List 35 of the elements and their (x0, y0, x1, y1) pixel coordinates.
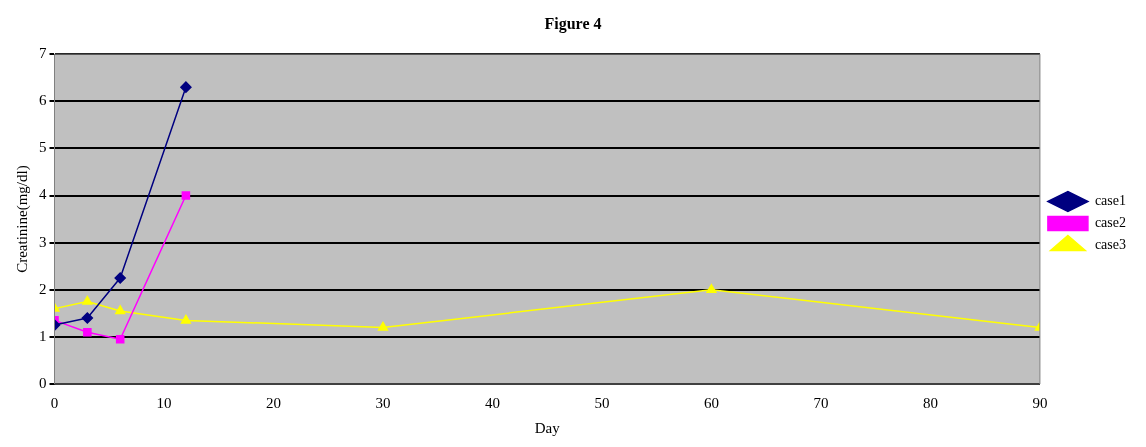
legend-label: case3 (1094, 237, 1126, 253)
y-tick-label: 5 (39, 139, 47, 156)
point (181, 191, 191, 200)
y-tick-label: 6 (39, 92, 47, 109)
y-tick-label: 4 (39, 186, 47, 203)
point (377, 321, 389, 331)
x-tick-label: 90 (1032, 394, 1048, 411)
point (180, 314, 191, 324)
point (81, 312, 94, 324)
y-axis-title: Creatinine(mg/dl) (13, 165, 31, 273)
point (82, 295, 93, 305)
x-tick-label: 80 (922, 394, 938, 411)
y-tick-label: 7 (39, 45, 47, 62)
point (115, 305, 126, 315)
point (83, 327, 92, 337)
x-axis-title: Day (534, 419, 561, 436)
y-tick-label: 1 (39, 327, 47, 344)
legend-label: case2 (1094, 215, 1126, 231)
y-tick-label: 2 (39, 280, 47, 297)
x-tick-label: 30 (375, 394, 391, 411)
point (114, 272, 126, 284)
chart-title: Figure 4 (544, 14, 602, 33)
x-tick-label: 40 (484, 394, 500, 411)
x-tick-label: 10 (156, 394, 172, 411)
point (180, 81, 192, 93)
x-tick-label: 0 (50, 394, 59, 411)
point (115, 334, 125, 344)
y-tick-label: 3 (39, 233, 47, 250)
x-tick-label: 50 (594, 394, 610, 411)
x-tick-label: 70 (813, 394, 829, 411)
x-tick-label: 20 (265, 394, 281, 411)
legend-label: case1 (1094, 193, 1126, 209)
x-tick-label: 60 (703, 394, 719, 411)
point (706, 284, 717, 294)
y-tick-label: 0 (39, 374, 47, 391)
